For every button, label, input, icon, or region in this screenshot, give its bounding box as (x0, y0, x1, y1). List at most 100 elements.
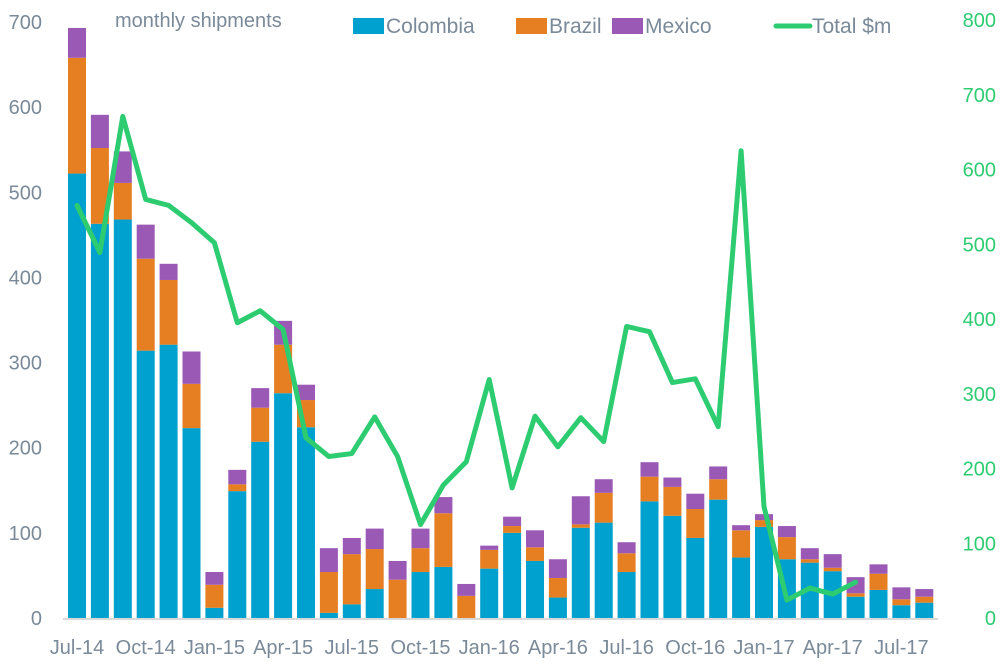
x-tick-label: Jan-15 (184, 637, 245, 659)
bar-colombia-jan-16 (480, 568, 499, 618)
bar-brazil-feb-17 (777, 537, 796, 560)
bar-mexico-aug-17 (915, 589, 934, 597)
bar-colombia-mar-16 (526, 560, 544, 618)
bar-colombia-nov-15 (434, 566, 453, 618)
bar-colombia-nov-14 (159, 344, 178, 618)
bar-mexico-oct-15 (411, 528, 430, 549)
bar-mexico-jun-15 (319, 548, 338, 573)
right-tick-label: 500 (963, 234, 996, 256)
bar-colombia-aug-14 (90, 223, 109, 618)
legend: Colombia Brazil Mexico Total $m (353, 15, 891, 38)
x-tick-label: Apr-15 (253, 637, 313, 659)
bar-colombia-may-15 (297, 427, 315, 618)
bar-brazil-feb-15 (228, 484, 247, 492)
right-tick-label: 0 (985, 608, 996, 630)
bar-colombia-jun-17 (869, 589, 888, 618)
bar-mexico-jun-16 (594, 479, 613, 493)
x-tick-label: Oct-14 (116, 637, 176, 659)
right-tick-label: 200 (963, 459, 996, 481)
bar-colombia-jan-17 (755, 526, 773, 618)
bar-mexico-jul-17 (892, 587, 911, 600)
bar-colombia-apr-15 (274, 393, 293, 618)
bar-mexico-feb-16 (503, 516, 522, 527)
bar-brazil-may-16 (571, 524, 590, 528)
bar-colombia-jul-15 (342, 604, 361, 618)
bar-brazil-oct-14 (136, 258, 155, 351)
right-tick-label: 100 (963, 533, 996, 555)
bar-colombia-jul-16 (617, 572, 636, 618)
legend-swatch (516, 18, 547, 34)
legend-item-mexico: Mexico (612, 15, 712, 38)
bar-colombia-may-17 (846, 596, 865, 618)
legend-item-brazil: Brazil (516, 15, 602, 38)
bar-mexico-aug-16 (640, 462, 659, 477)
bar-brazil-jun-15 (319, 572, 338, 613)
bar-colombia-jun-16 (594, 522, 613, 618)
bar-mexico-may-16 (571, 496, 590, 525)
bar-colombia-oct-16 (686, 537, 705, 618)
right-tick-label: 700 (963, 85, 996, 107)
bar-mexico-jun-17 (869, 564, 888, 574)
left-tick-label: 700 (9, 12, 42, 34)
bar-brazil-sep-14 (113, 182, 132, 220)
bar-brazil-nov-16 (709, 479, 728, 500)
bar-mexico-feb-17 (777, 526, 796, 538)
bar-mexico-dec-15 (457, 583, 476, 596)
bar-mexico-apr-17 (823, 554, 842, 568)
bar-brazil-jan-15 (205, 584, 224, 608)
bar-colombia-jan-15 (205, 607, 224, 618)
legend-item-total-m: Total $m (773, 15, 891, 38)
bar-brazil-dec-14 (182, 383, 201, 429)
bar-brazil-jun-17 (869, 573, 888, 590)
chart-title: monthly shipments (115, 10, 282, 32)
bar-brazil-jul-14 (68, 57, 86, 174)
right-tick-label: 400 (963, 309, 996, 331)
left-tick-label: 400 (9, 267, 42, 289)
bar-brazil-nov-15 (434, 513, 453, 567)
legend-label: Total $m (812, 15, 891, 38)
bar-mexico-jul-14 (68, 27, 86, 58)
right-tick-label: 800 (963, 10, 996, 32)
bar-mexico-dec-14 (182, 351, 201, 384)
bar-brazil-aug-17 (915, 596, 934, 603)
bar-mexico-nov-16 (709, 466, 728, 480)
bar-colombia-feb-16 (503, 532, 522, 618)
bar-mexico-sep-15 (388, 560, 407, 580)
bar-mexico-may-15 (297, 384, 315, 401)
left-tick-label: 500 (9, 182, 42, 204)
bar-brazil-sep-16 (663, 486, 682, 516)
legend-swatch (612, 18, 643, 34)
x-tick-label: Oct-16 (665, 637, 725, 659)
bar-colombia-aug-17 (915, 602, 934, 618)
bar-mexico-mar-16 (526, 530, 544, 548)
legend-label: Colombia (386, 15, 475, 38)
bar-colombia-aug-16 (640, 501, 659, 618)
bar-brazil-oct-15 (411, 548, 430, 573)
x-tick-label: Jan-16 (459, 637, 520, 659)
x-tick-label: Oct-15 (390, 637, 450, 659)
right-axis: 0 100 200 300 400 500 600 700 800 (963, 10, 996, 630)
x-tick-label: Jul-15 (325, 637, 379, 659)
legend-label: Mexico (645, 15, 712, 38)
bar-colombia-apr-16 (548, 597, 567, 618)
legend-label: Brazil (549, 15, 602, 38)
bar-mexico-oct-14 (136, 224, 155, 259)
x-tick-label: Jan-17 (733, 637, 794, 659)
bar-brazil-jul-16 (617, 553, 636, 573)
bars-layer (68, 27, 934, 618)
bar-brazil-jan-17 (755, 520, 773, 527)
x-tick-label: Jul-16 (599, 637, 653, 659)
bar-brazil-dec-15 (457, 595, 476, 618)
bar-brazil-mar-15 (251, 407, 270, 442)
bar-brazil-sep-15 (388, 579, 407, 618)
bar-colombia-sep-16 (663, 515, 682, 618)
left-tick-label: 300 (9, 353, 42, 375)
x-axis: Jul-14 Oct-14 Jan-15 Apr-15 Jul-15 Oct-15 Jan-… (50, 637, 929, 659)
bar-colombia-nov-16 (709, 499, 728, 618)
bar-mexico-aug-14 (90, 114, 109, 149)
x-tick-label: Jul-14 (50, 637, 104, 659)
bar-mexico-jan-16 (480, 545, 499, 550)
bar-brazil-oct-16 (686, 509, 705, 538)
bar-colombia-sep-14 (113, 219, 132, 618)
